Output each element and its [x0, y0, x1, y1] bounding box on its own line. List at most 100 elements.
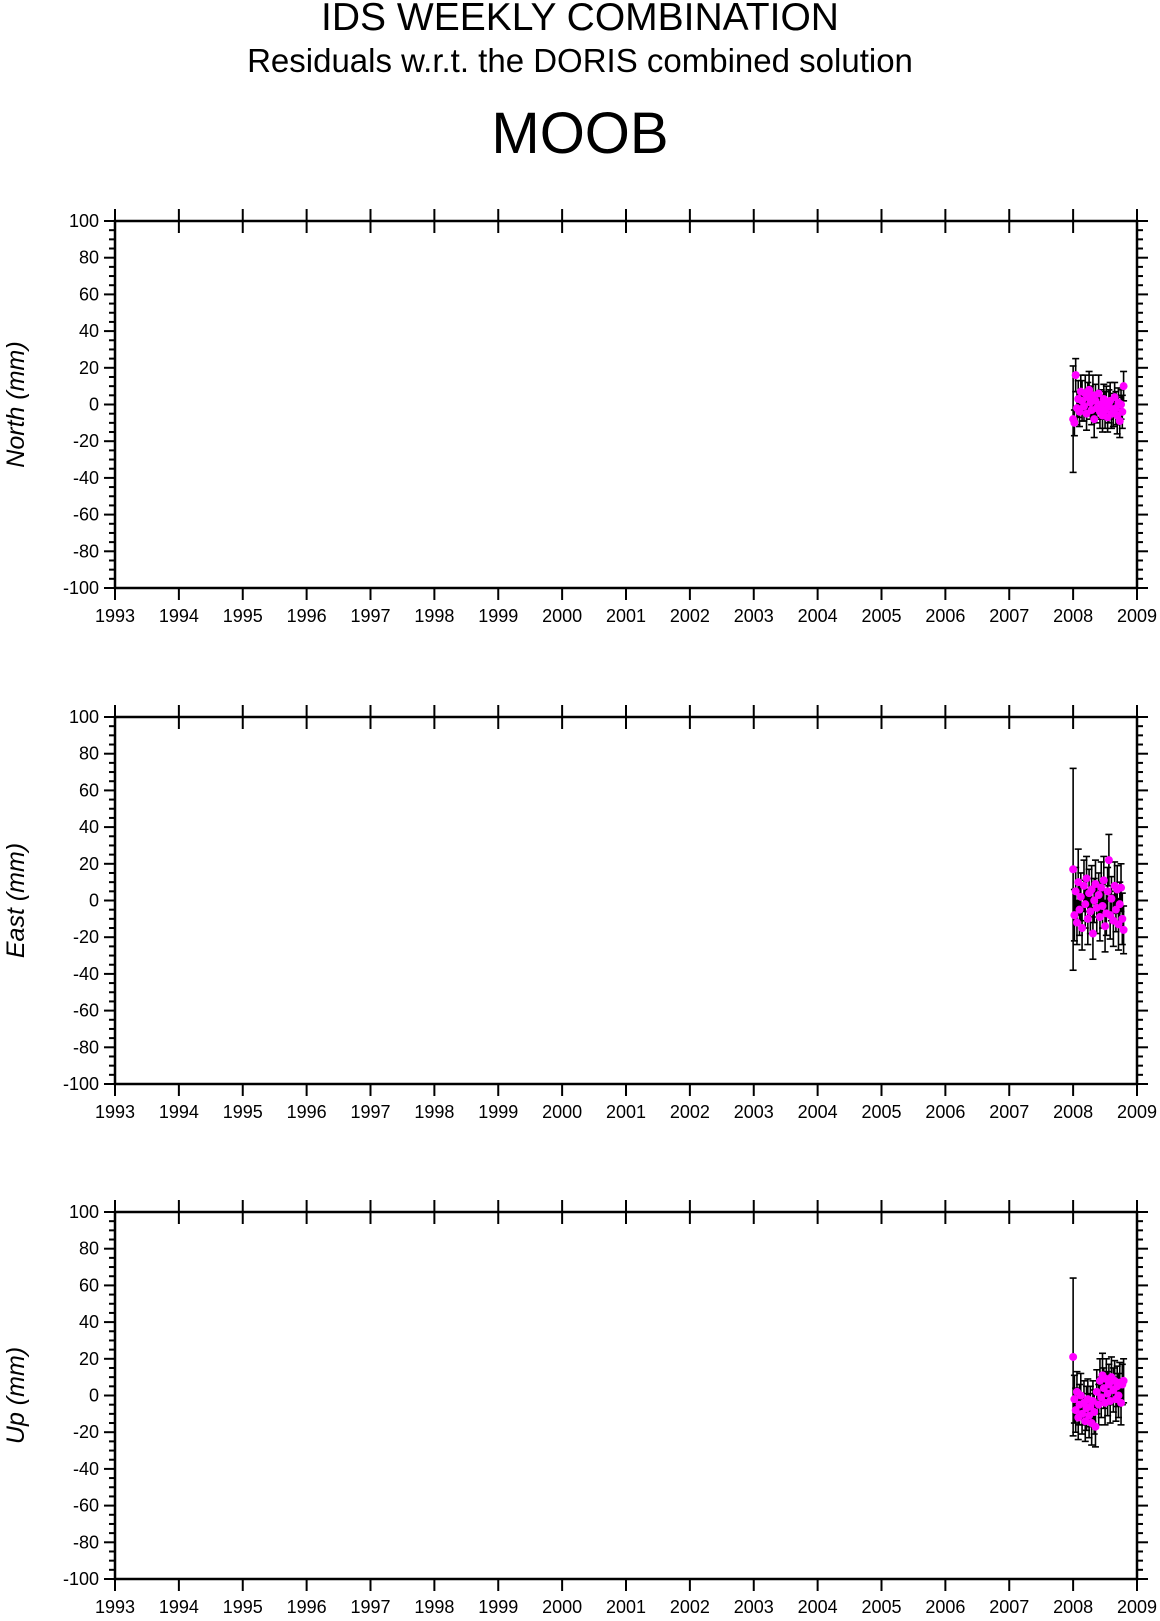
data-point [1090, 415, 1099, 424]
data-point [1091, 879, 1100, 888]
y-tick-label: -80 [73, 1037, 99, 1057]
data-point [1086, 907, 1095, 916]
data-point [1074, 878, 1083, 887]
x-tick-label: 1994 [159, 1597, 199, 1617]
y-tick-label: 60 [79, 1275, 99, 1295]
data-point [1092, 1387, 1101, 1396]
x-tick-label: 2004 [798, 1597, 838, 1617]
x-tick-label: 1999 [478, 1597, 518, 1617]
y-tick-label: 40 [79, 817, 99, 837]
data-point [1114, 1391, 1123, 1400]
data-point [1118, 914, 1127, 923]
y-tick-label: 100 [69, 707, 99, 727]
data-point [1119, 925, 1128, 934]
y-axis-label: Up (mm) [2, 1347, 30, 1444]
y-tick-label: 0 [89, 395, 99, 415]
x-tick-label: 2009 [1117, 1597, 1157, 1617]
north-panel: 100 80 60 40 20 0 -20 -40 -60 -80 -100 1993 1994 1995… [2, 209, 1157, 626]
y-tick-label: -20 [73, 927, 99, 947]
y-tick-label: -40 [73, 1459, 99, 1479]
data-point [1078, 924, 1087, 933]
data-point [1119, 1376, 1128, 1385]
y-tick-label: -100 [63, 578, 99, 598]
data-point [1094, 389, 1103, 398]
data-point [1076, 892, 1085, 901]
x-tick-label: 1998 [414, 606, 454, 626]
x-tick-label: 2004 [798, 606, 838, 626]
east-panel: 100 80 60 40 20 0 -20 -40 -60 -80 -100 1993 1994 1995… [2, 705, 1157, 1122]
data-point [1071, 371, 1080, 380]
y-tick-label: 20 [79, 1349, 99, 1369]
x-tick-label: 2007 [989, 1102, 1029, 1122]
x-tick-label: 2001 [606, 606, 646, 626]
y-tick-label: 20 [79, 854, 99, 874]
data-point [1076, 1391, 1085, 1400]
data-point [1069, 1352, 1078, 1361]
data-point [1079, 881, 1088, 890]
y-tick-label: 60 [79, 780, 99, 800]
station-name: MOOB [491, 101, 669, 166]
x-tick-label: 2000 [542, 1597, 582, 1617]
x-tick-label: 1995 [223, 606, 263, 626]
data-point [1103, 1389, 1112, 1398]
data-point [1091, 396, 1100, 405]
data-point [1103, 887, 1112, 896]
data-point [1118, 407, 1127, 416]
x-tick-label: 2002 [670, 606, 710, 626]
data-point [1090, 896, 1099, 905]
data-point [1104, 856, 1113, 865]
up-panel: 100 80 60 40 20 0 -20 -40 -60 -80 -100 1993 1994 1995… [2, 1200, 1157, 1617]
x-tick-label: 1996 [287, 1102, 327, 1122]
y-tick-label: 40 [79, 321, 99, 341]
data-point [1081, 900, 1090, 909]
data-point [1099, 876, 1108, 885]
data-point [1098, 902, 1107, 911]
x-tick-label: 1993 [95, 1597, 135, 1617]
data-point [1075, 407, 1084, 416]
data-point [1115, 900, 1124, 909]
x-tick-label: 1994 [159, 606, 199, 626]
y-tick-label: -80 [73, 1532, 99, 1552]
x-tick-label: 2003 [734, 1102, 774, 1122]
x-tick-label: 1999 [478, 606, 518, 626]
data-point [1088, 929, 1097, 938]
x-tick-label: 1998 [414, 1597, 454, 1617]
plot-frame [113, 219, 1139, 590]
y-tick-label: -40 [73, 468, 99, 488]
data-point [1115, 417, 1124, 426]
data-point [1082, 874, 1091, 883]
data-point [1078, 1409, 1087, 1418]
plot-frame [113, 715, 1139, 1086]
x-tick-label: 2007 [989, 606, 1029, 626]
data-point [1070, 911, 1079, 920]
data-point [1097, 883, 1106, 892]
y-tick-label: 40 [79, 1312, 99, 1332]
x-tick-label: 2004 [798, 1102, 838, 1122]
data-point [1070, 1395, 1079, 1404]
x-tick-label: 1994 [159, 1102, 199, 1122]
data-point [1088, 1397, 1097, 1406]
y-tick-label: 80 [79, 248, 99, 268]
x-tick-label: 2005 [861, 1102, 901, 1122]
chart-subtitle: Residuals w.r.t. the DORIS combined solu… [247, 42, 913, 79]
data-point [1090, 1408, 1099, 1417]
x-tick-label: 2002 [670, 1102, 710, 1122]
x-tick-label: 2008 [1053, 1597, 1093, 1617]
x-tick-label: 2008 [1053, 606, 1093, 626]
y-tick-label: 0 [89, 1386, 99, 1406]
y-tick-label: 60 [79, 284, 99, 304]
y-tick-label: -100 [63, 1074, 99, 1094]
x-tick-label: 2009 [1117, 606, 1157, 626]
x-tick-label: 2000 [542, 606, 582, 626]
y-tick-label: -60 [73, 1001, 99, 1021]
x-tick-label: 1995 [223, 1597, 263, 1617]
x-tick-label: 1997 [350, 1102, 390, 1122]
x-tick-label: 1998 [414, 1102, 454, 1122]
y-tick-label: -20 [73, 1422, 99, 1442]
x-tick-label: 2006 [925, 606, 965, 626]
y-tick-label: -20 [73, 431, 99, 451]
x-tick-label: 2003 [734, 1597, 774, 1617]
x-tick-label: 2006 [925, 1597, 965, 1617]
x-tick-label: 2002 [670, 1597, 710, 1617]
